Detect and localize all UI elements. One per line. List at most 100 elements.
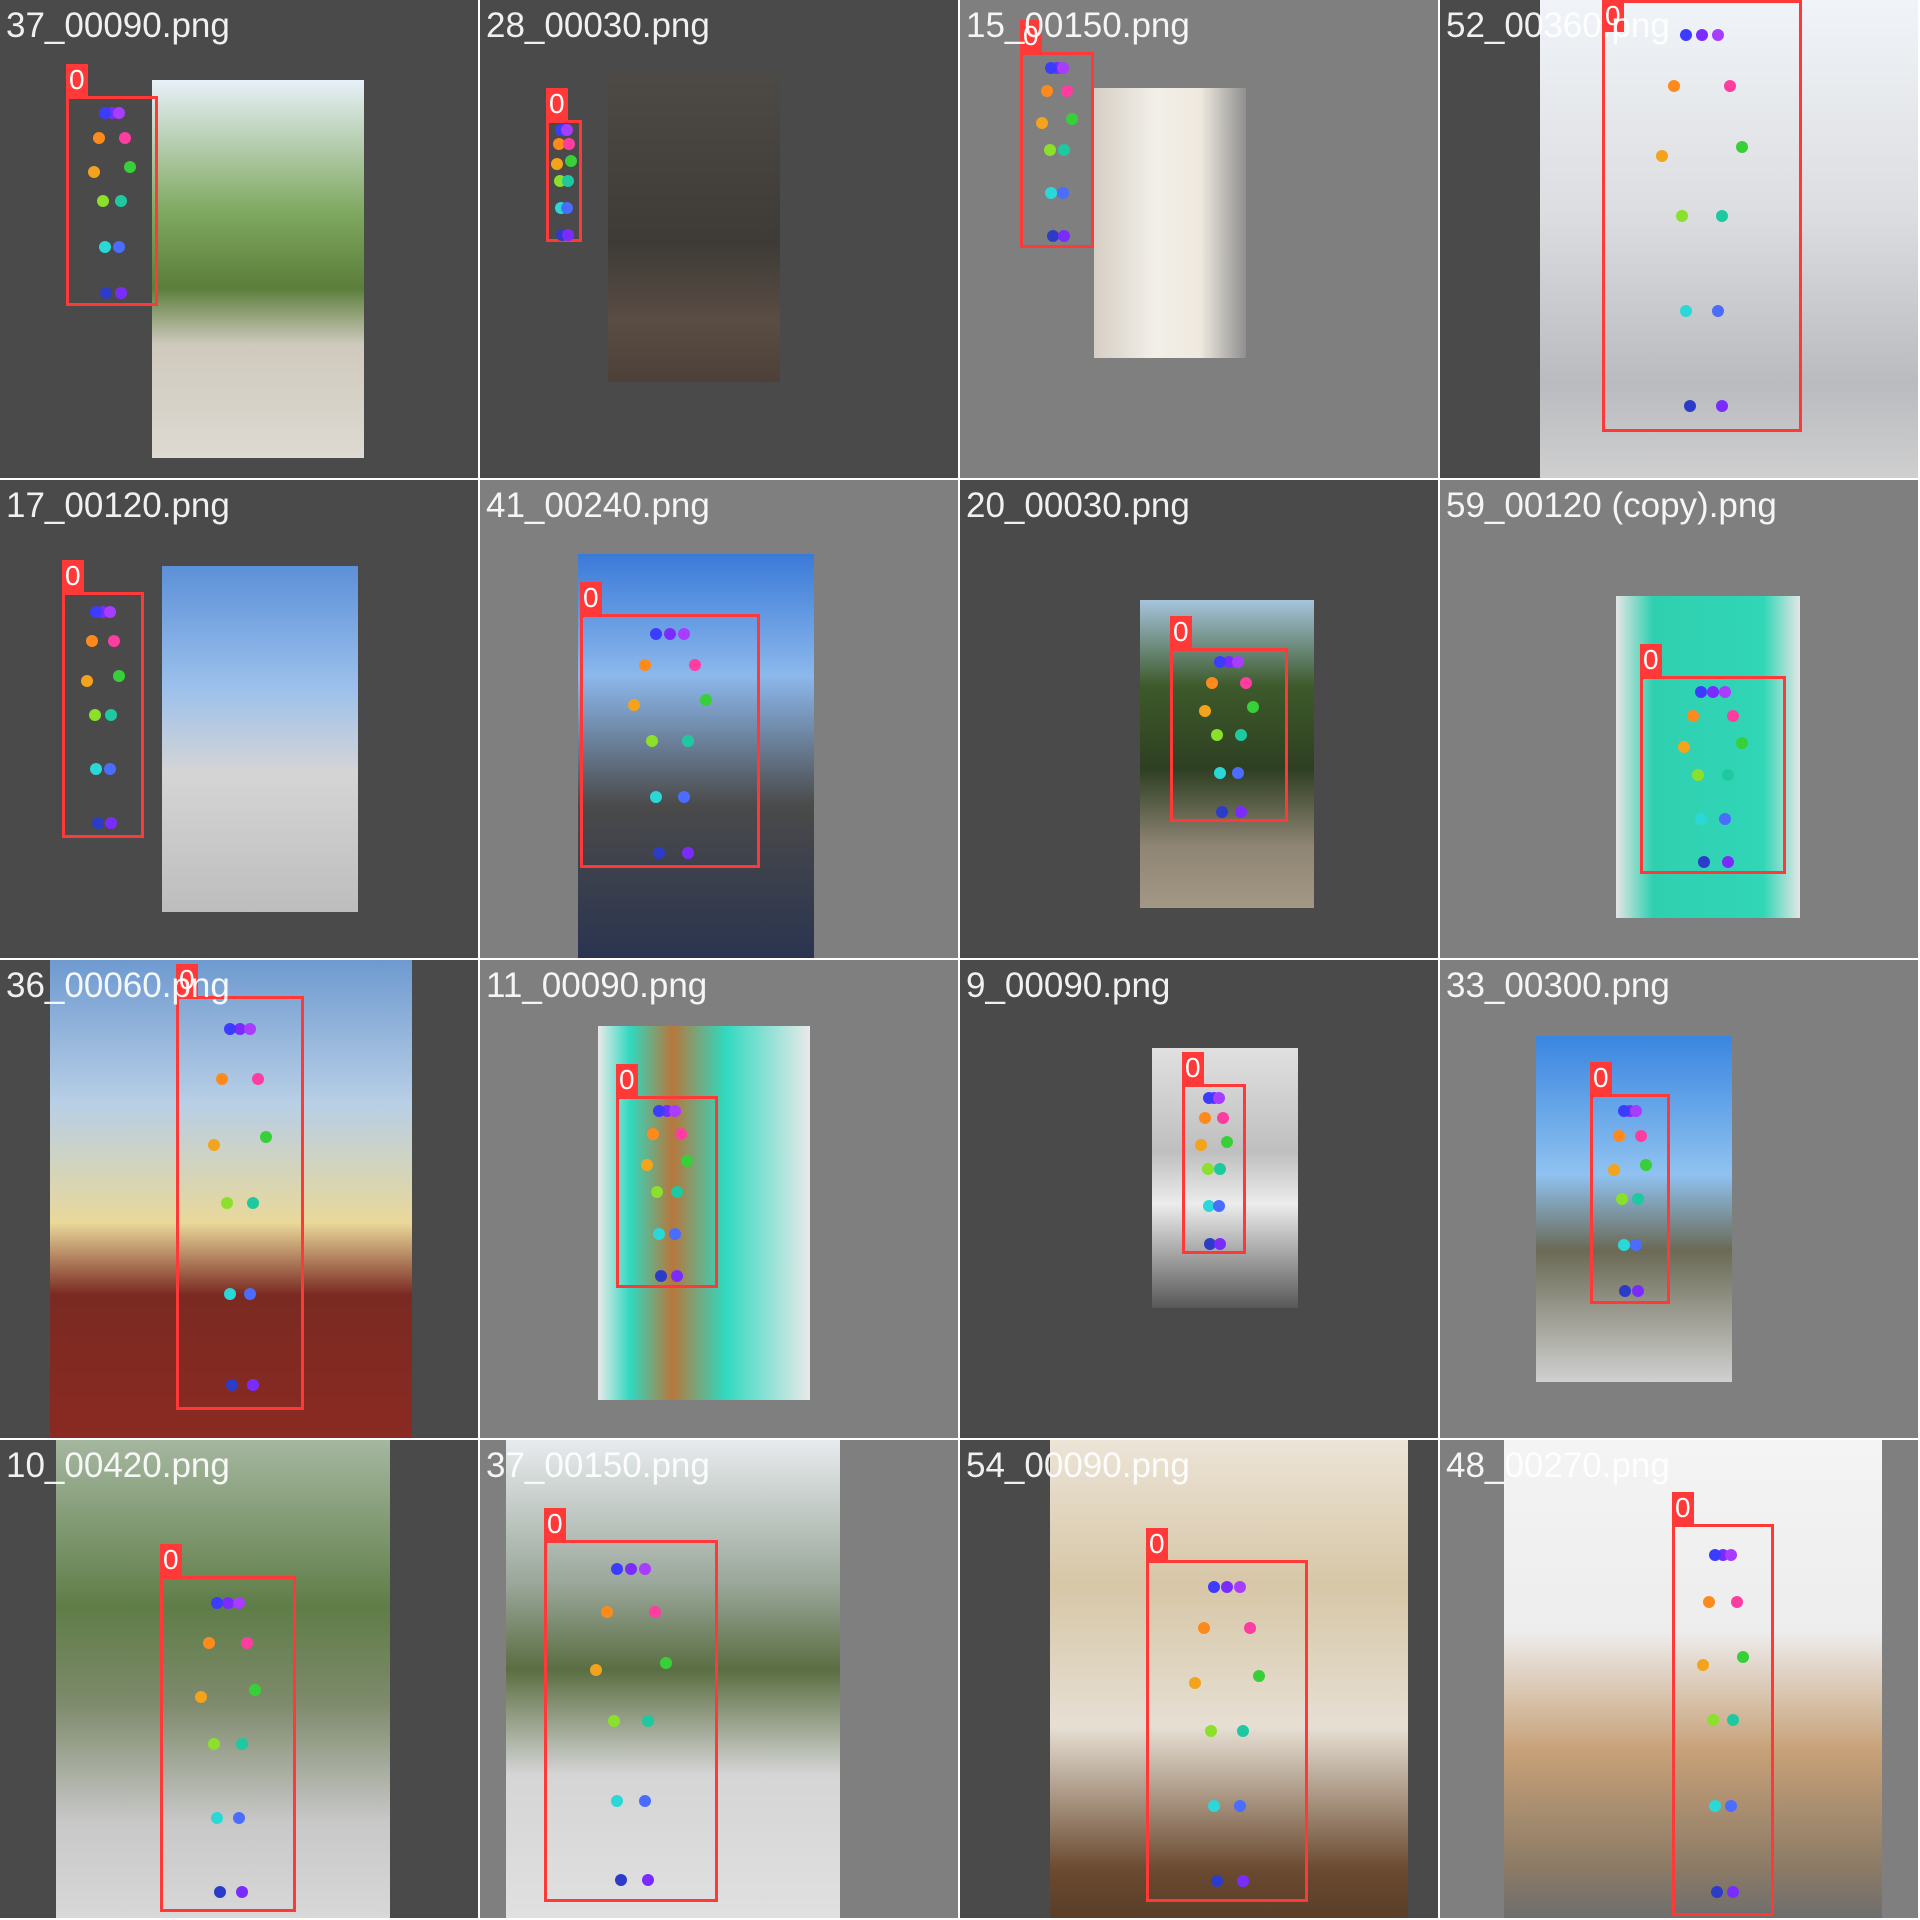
keypoint-dot (1201, 1163, 1214, 1175)
keypoint-dot (1608, 1163, 1620, 1176)
mosaic-tile: 0 11_00090.png (480, 960, 958, 1438)
filename-label: 11_00090.png (486, 966, 708, 1005)
keypoint-dot (1632, 1285, 1644, 1298)
filename-label: 17_00120.png (6, 486, 230, 525)
keypoint-dot (202, 1637, 215, 1650)
keypoint-dot (611, 1562, 624, 1575)
keypoint-dot (1234, 729, 1247, 741)
keypoint-dot (646, 1128, 659, 1141)
keypoint-dot (1616, 1193, 1628, 1205)
keypoint-dot (1630, 1239, 1643, 1252)
keypoint-dot (113, 106, 126, 119)
keypoint-dot (85, 635, 98, 648)
keypoint-dot (1721, 856, 1734, 869)
keypoint-dot (1208, 1800, 1221, 1813)
keypoint-dot (1698, 856, 1711, 869)
class-label: 0 (176, 964, 198, 996)
keypoint-dot (1232, 767, 1245, 780)
keypoint-dot (611, 1794, 624, 1807)
keypoint-dot (1199, 1112, 1212, 1124)
keypoint-dot (1221, 1581, 1233, 1594)
keypoint-dot (649, 1606, 662, 1619)
keypoint-dot (563, 138, 576, 151)
class-label: 0 (1182, 1052, 1204, 1084)
keypoint-dot (1202, 1091, 1215, 1104)
keypoint-dot (1656, 149, 1668, 162)
keypoint-dot (1045, 187, 1058, 200)
keypoint-dot (1727, 1886, 1740, 1899)
keypoint-dot (90, 605, 103, 618)
mosaic-tile: 0 59_00120 (copy).png (1440, 480, 1918, 958)
filename-label: 28_00030.png (486, 6, 710, 45)
keypoint-dot (671, 1186, 684, 1198)
keypoint-dot (1708, 1800, 1721, 1813)
keypoint-dot (1211, 1875, 1224, 1888)
keypoint-dot (1213, 1091, 1226, 1104)
keypoint-dot (1188, 1677, 1201, 1690)
keypoint-dot (93, 132, 106, 144)
keypoint-dot (653, 846, 666, 859)
keypoint-dot (98, 241, 111, 254)
keypoint-dot (1237, 1875, 1250, 1888)
keypoint-dot (1725, 1549, 1738, 1562)
keypoint-dot (649, 628, 662, 641)
keypoint-dot (1727, 1714, 1740, 1726)
class-label: 0 (62, 560, 84, 592)
keypoint-dot (1686, 709, 1699, 722)
keypoint-dot (590, 1664, 603, 1677)
keypoint-dot (550, 157, 563, 170)
keypoint-dot (638, 658, 651, 671)
filename-label: 37_00090.png (6, 6, 230, 45)
keypoint-dot (1213, 1200, 1226, 1213)
keypoint-dot (1215, 805, 1228, 818)
keypoint-dot (642, 1874, 655, 1887)
keypoint-dot (211, 1811, 224, 1824)
person-bounding-box (1170, 648, 1288, 822)
keypoint-dot (625, 1562, 637, 1575)
keypoint-dot (659, 1657, 672, 1670)
keypoint-dot (614, 1874, 627, 1887)
keypoint-dot (226, 1379, 239, 1392)
mosaic-tile: 0 28_00030.png (480, 0, 958, 478)
keypoint-dot (246, 1197, 259, 1209)
keypoint-dot (1696, 1659, 1709, 1672)
keypoint-dot (1058, 144, 1071, 156)
keypoint-dot (1617, 1104, 1630, 1117)
keypoint-dot (638, 1794, 651, 1807)
keypoint-dot (1724, 80, 1736, 93)
keypoint-dot (600, 1606, 613, 1619)
frame-image (56, 1440, 390, 1918)
keypoint-dot (1234, 805, 1247, 818)
keypoint-dot (1214, 1237, 1227, 1250)
keypoint-dot (115, 195, 128, 207)
keypoint-dot (654, 1270, 667, 1283)
keypoint-dot (1677, 741, 1690, 754)
keypoint-dot (1220, 1135, 1233, 1148)
keypoint-dot (700, 694, 712, 707)
keypoint-dot (234, 1023, 246, 1036)
keypoint-dot (1684, 400, 1696, 413)
keypoint-dot (1237, 1725, 1250, 1737)
keypoint-dot (1707, 685, 1719, 698)
keypoint-dot (1721, 769, 1734, 781)
mosaic-tile: 0 20_00030.png (960, 480, 1438, 958)
keypoint-dot (682, 735, 694, 747)
keypoint-dot (80, 674, 93, 687)
keypoint-dot (113, 241, 126, 254)
keypoint-dot (244, 1288, 257, 1301)
frame-image (1152, 1048, 1298, 1308)
keypoint-dot (1061, 85, 1074, 98)
person-bounding-box (1590, 1094, 1670, 1304)
person-bounding-box (1672, 1524, 1774, 1916)
keypoint-dot (638, 1562, 651, 1575)
class-label: 0 (1672, 1492, 1694, 1524)
keypoint-dot (113, 669, 126, 682)
keypoint-dot (208, 1139, 221, 1152)
keypoint-dot (221, 1197, 234, 1209)
keypoint-dot (1619, 1285, 1632, 1298)
keypoint-dot (1702, 1596, 1715, 1609)
keypoint-dot (1232, 655, 1245, 668)
keypoint-dot (1233, 1800, 1246, 1813)
mosaic-tile: 0 33_00300.png (1440, 960, 1918, 1438)
keypoint-dot (1046, 230, 1059, 243)
